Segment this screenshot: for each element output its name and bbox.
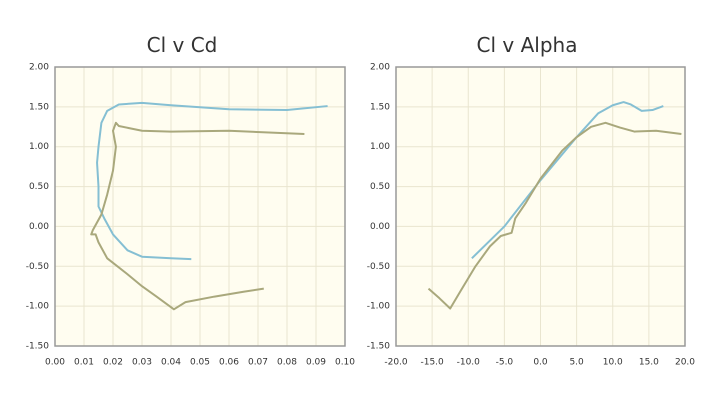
x-tick-label: 0.00 xyxy=(45,358,65,368)
y-tick-label: -1.50 xyxy=(26,342,50,352)
y-tick-label: 1.00 xyxy=(29,142,49,152)
x-tick-label: -15.0 xyxy=(420,358,444,368)
x-tick-label: 0.06 xyxy=(219,358,239,368)
x-tick-label: 0.10 xyxy=(335,358,355,368)
y-tick-label: -1.00 xyxy=(26,302,50,312)
x-tick-label: -10.0 xyxy=(457,358,481,368)
x-tick-label: 0.04 xyxy=(161,358,181,368)
y-tick-label: -1.00 xyxy=(367,302,391,312)
x-tick-label: -5.0 xyxy=(496,358,514,368)
x-tick-label: 0.08 xyxy=(277,358,297,368)
x-tick-label: 10.0 xyxy=(603,358,623,368)
y-tick-label: -0.50 xyxy=(367,262,391,272)
x-tick-label: 20.0 xyxy=(675,358,695,368)
x-tick-label: 0.0 xyxy=(533,358,548,368)
x-tick-label: 0.03 xyxy=(132,358,152,368)
y-tick-label: 1.50 xyxy=(370,102,390,112)
plot-border xyxy=(54,66,346,347)
y-tick-label: 2.00 xyxy=(370,63,390,73)
data-line xyxy=(96,101,328,261)
plot-border xyxy=(395,66,686,347)
y-tick-label: 1.00 xyxy=(370,142,390,152)
y-tick-label: 0.50 xyxy=(370,182,390,192)
data-line xyxy=(471,101,664,260)
y-tick-label: 2.00 xyxy=(29,63,49,73)
x-tick-label: 5.0 xyxy=(569,358,584,368)
x-tick-label: 0.05 xyxy=(190,358,210,368)
y-tick-label: -0.50 xyxy=(26,262,50,272)
chart-title: Cl v Alpha xyxy=(477,33,578,57)
x-tick-label: 0.01 xyxy=(74,358,94,368)
chart-title: Cl v Cd xyxy=(147,33,218,57)
y-tick-label: 1.50 xyxy=(29,102,49,112)
y-tick-label: 0.00 xyxy=(29,222,49,232)
x-tick-label: -20.0 xyxy=(384,358,408,368)
x-tick-label: 0.09 xyxy=(306,358,326,368)
y-tick-label: -1.50 xyxy=(367,342,391,352)
data-line xyxy=(90,121,305,311)
y-tick-label: 0.00 xyxy=(370,222,390,232)
x-tick-label: 0.07 xyxy=(248,358,268,368)
data-line xyxy=(427,121,682,310)
x-tick-label: 15.0 xyxy=(639,358,659,368)
x-tick-label: 0.02 xyxy=(103,358,123,368)
y-tick-label: 0.50 xyxy=(29,182,49,192)
